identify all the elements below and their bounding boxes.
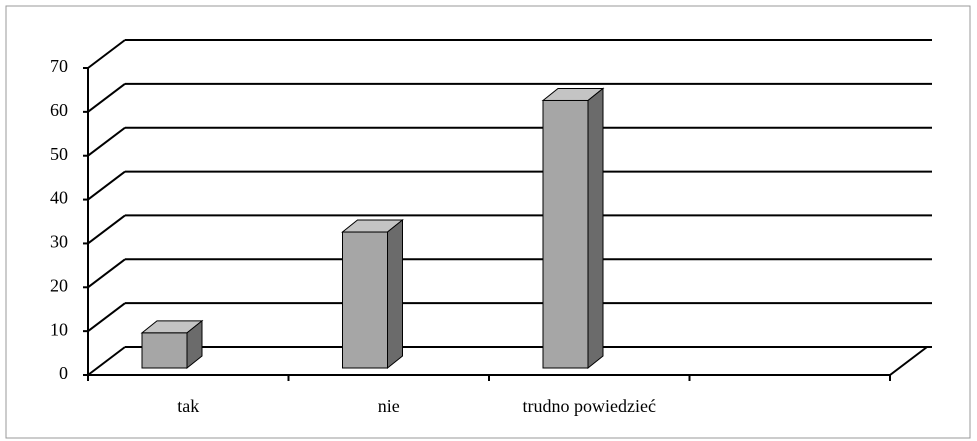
- frame: [5, 5, 971, 439]
- y-tick-label: 50: [50, 144, 68, 164]
- bar: [141, 332, 188, 369]
- x-tick-label: trudno powiedzieć: [523, 396, 656, 416]
- bar-side: [587, 87, 604, 370]
- x-tick-label: nie: [378, 396, 400, 416]
- grid-line: [87, 346, 126, 376]
- floor: [88, 346, 928, 376]
- grid-line: [87, 302, 126, 332]
- y-tick-label: 0: [59, 363, 68, 383]
- grid-line: [87, 126, 126, 157]
- y-tick-label: 40: [50, 188, 68, 208]
- y-tick-label: 70: [50, 56, 68, 76]
- grid-line: [87, 83, 126, 113]
- bar-side: [387, 219, 403, 370]
- x-tick-label: tak: [177, 396, 199, 416]
- y-tick-label: 60: [50, 100, 68, 120]
- bar: [542, 99, 589, 369]
- grid-line: [87, 214, 126, 245]
- y-tick-label: 20: [50, 275, 68, 295]
- y-tick-label: 10: [50, 319, 68, 339]
- grid-line: [87, 39, 126, 69]
- bar: [342, 231, 388, 369]
- grid-line: [87, 258, 126, 289]
- y-tick-label: 30: [50, 232, 68, 252]
- grid-line: [87, 170, 126, 201]
